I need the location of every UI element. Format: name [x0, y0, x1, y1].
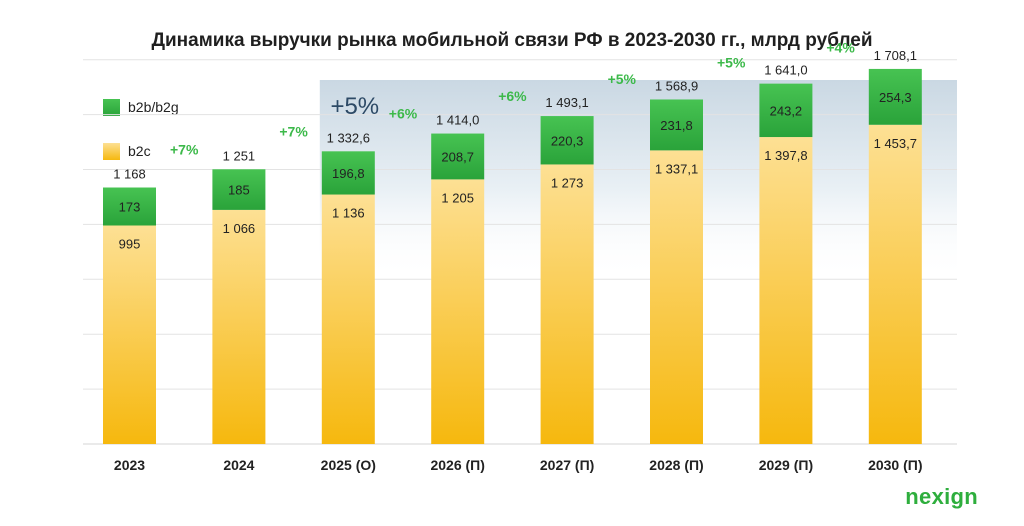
growth-label: +6%: [389, 105, 418, 121]
bar-b2b: [650, 99, 703, 151]
data-label-total: 1 414,0: [436, 113, 479, 128]
data-label-b2b: 196,8: [332, 166, 365, 181]
x-tick-label: 2025 (O): [321, 457, 376, 473]
data-label-b2b: 208,7: [441, 149, 474, 164]
bar-b2b: [540, 116, 594, 165]
bar-b2b: [212, 169, 266, 210]
legend-label-b2b: b2b/b2g: [128, 99, 179, 115]
data-label-b2c: 1 337,1: [655, 161, 698, 176]
x-tick-label: 2024: [223, 457, 254, 473]
data-label-b2c: 995: [119, 236, 141, 251]
nexign-logo: nexign: [905, 484, 978, 509]
x-tick-label: 2023: [114, 457, 145, 473]
data-label-total: 1 251: [223, 148, 256, 163]
x-tick-label: 2029 (П): [759, 457, 813, 473]
legend-swatch-b2b: [103, 99, 120, 116]
chart-title: Динамика выручки рынка мобильной связи Р…: [151, 30, 873, 51]
growth-label: +7%: [279, 123, 308, 139]
data-label-b2b: 254,3: [879, 90, 912, 105]
data-label-total: 1 493,1: [545, 95, 588, 110]
forecast-region: [319, 80, 957, 280]
data-label-b2c: 1 273: [551, 175, 584, 190]
x-tick-label: 2026 (П): [430, 457, 484, 473]
bar-b2c: [540, 164, 594, 444]
data-label-b2c: 1 066: [223, 221, 256, 236]
x-tick-label: 2027 (П): [540, 457, 594, 473]
bar-b2c: [321, 194, 375, 444]
growth-label: +4%: [826, 39, 855, 55]
bar-b2c: [431, 179, 485, 444]
data-label-b2b: 231,8: [660, 118, 693, 133]
data-label-b2b: 243,2: [770, 103, 803, 118]
forecast-cagr-label: +5%: [330, 93, 379, 120]
data-label-b2c: 1 397,8: [764, 148, 807, 163]
data-label-total: 1 168: [113, 167, 146, 182]
bar-b2b: [431, 133, 485, 180]
data-label-b2c: 1 453,7: [874, 136, 917, 151]
bar-b2b: [759, 83, 813, 138]
growth-label: +5%: [608, 71, 637, 87]
data-label-b2c: 1 136: [332, 206, 365, 221]
data-label-total: 1 641,0: [764, 63, 807, 78]
data-label-total: 1 568,9: [655, 78, 698, 93]
growth-label: +5%: [717, 55, 746, 71]
growth-label: +7%: [170, 141, 199, 157]
data-label-total: 1 708,1: [874, 48, 917, 63]
bar-b2c: [212, 209, 266, 444]
data-label-total: 1 332,6: [327, 130, 370, 145]
data-label-b2b: 220,3: [551, 133, 584, 148]
growth-label: +6%: [498, 88, 527, 104]
legend-label-b2c: b2c: [128, 143, 151, 159]
data-label-b2c: 1 205: [441, 190, 474, 205]
bar-b2c: [650, 150, 703, 444]
x-tick-label: 2028 (П): [649, 457, 703, 473]
bar-b2c: [868, 124, 922, 444]
legend-swatch-b2c: [103, 143, 120, 160]
x-tick-label: 2030 (П): [868, 457, 922, 473]
bar-b2b: [321, 151, 375, 195]
bar-b2c: [103, 225, 156, 444]
data-label-b2b: 185: [228, 183, 250, 198]
data-label-b2b: 173: [119, 200, 141, 215]
bar-b2c: [759, 137, 813, 444]
bar-b2b: [868, 68, 922, 125]
bar-b2b: [103, 187, 156, 226]
